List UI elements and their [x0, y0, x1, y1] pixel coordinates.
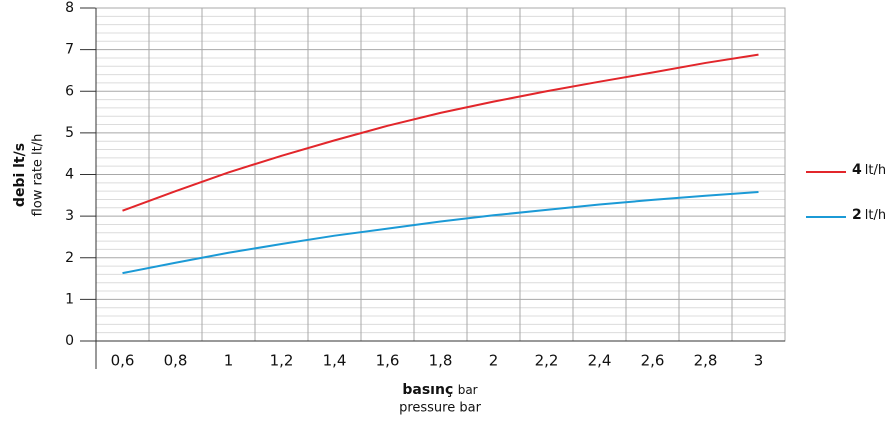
y-tick-label: 3 — [65, 208, 74, 224]
series-line — [122, 53, 759, 212]
x-tick-label: 3 — [754, 352, 764, 370]
x-tick-label: 0,8 — [164, 352, 188, 370]
x-tick-label: 1 — [224, 352, 234, 370]
x-axis-label-unit: bar — [458, 383, 478, 397]
y-tick-label: 4 — [65, 167, 74, 183]
x-tick-label: 1,8 — [429, 352, 453, 370]
x-tick-label: 1,4 — [323, 352, 347, 370]
y-tick-label: 2 — [65, 250, 74, 266]
x-axis-label-secondary: pressure bar — [399, 401, 482, 416]
y-tick-label: 6 — [65, 83, 74, 99]
x-tick-label: 1,2 — [270, 352, 294, 370]
y-tick-label: 0 — [65, 333, 74, 349]
y-axis-label: debi lt/s — [12, 143, 28, 207]
x-tick-label: 2,2 — [535, 352, 559, 370]
legend-name: 2 — [852, 207, 862, 223]
x-tick-label: 2,6 — [641, 352, 665, 370]
legend-name: 4 — [852, 162, 862, 178]
x-axis-label: basınç bar — [402, 382, 477, 398]
legend-entry: 4 lt/h — [852, 162, 886, 178]
legend-unit: lt/h — [865, 208, 886, 223]
y-tick-label: 1 — [65, 291, 74, 307]
y-tick-label: 5 — [65, 125, 74, 141]
legend-unit: lt/h — [865, 163, 886, 178]
x-tick-label: 2,8 — [694, 352, 718, 370]
y-tick-label: 8 — [65, 0, 74, 16]
x-axis-label-main: basınç — [402, 382, 453, 398]
legend-entry: 2 lt/h — [852, 207, 886, 223]
series-line — [122, 190, 759, 275]
x-tick-label: 1,6 — [376, 352, 400, 370]
x-tick-label: 0,6 — [111, 352, 135, 370]
y-axis-label-secondary: flow rate lt/h — [31, 134, 46, 217]
x-tick-label: 2,4 — [588, 352, 612, 370]
x-tick-label: 2 — [489, 352, 499, 370]
y-tick-label: 7 — [65, 42, 74, 58]
